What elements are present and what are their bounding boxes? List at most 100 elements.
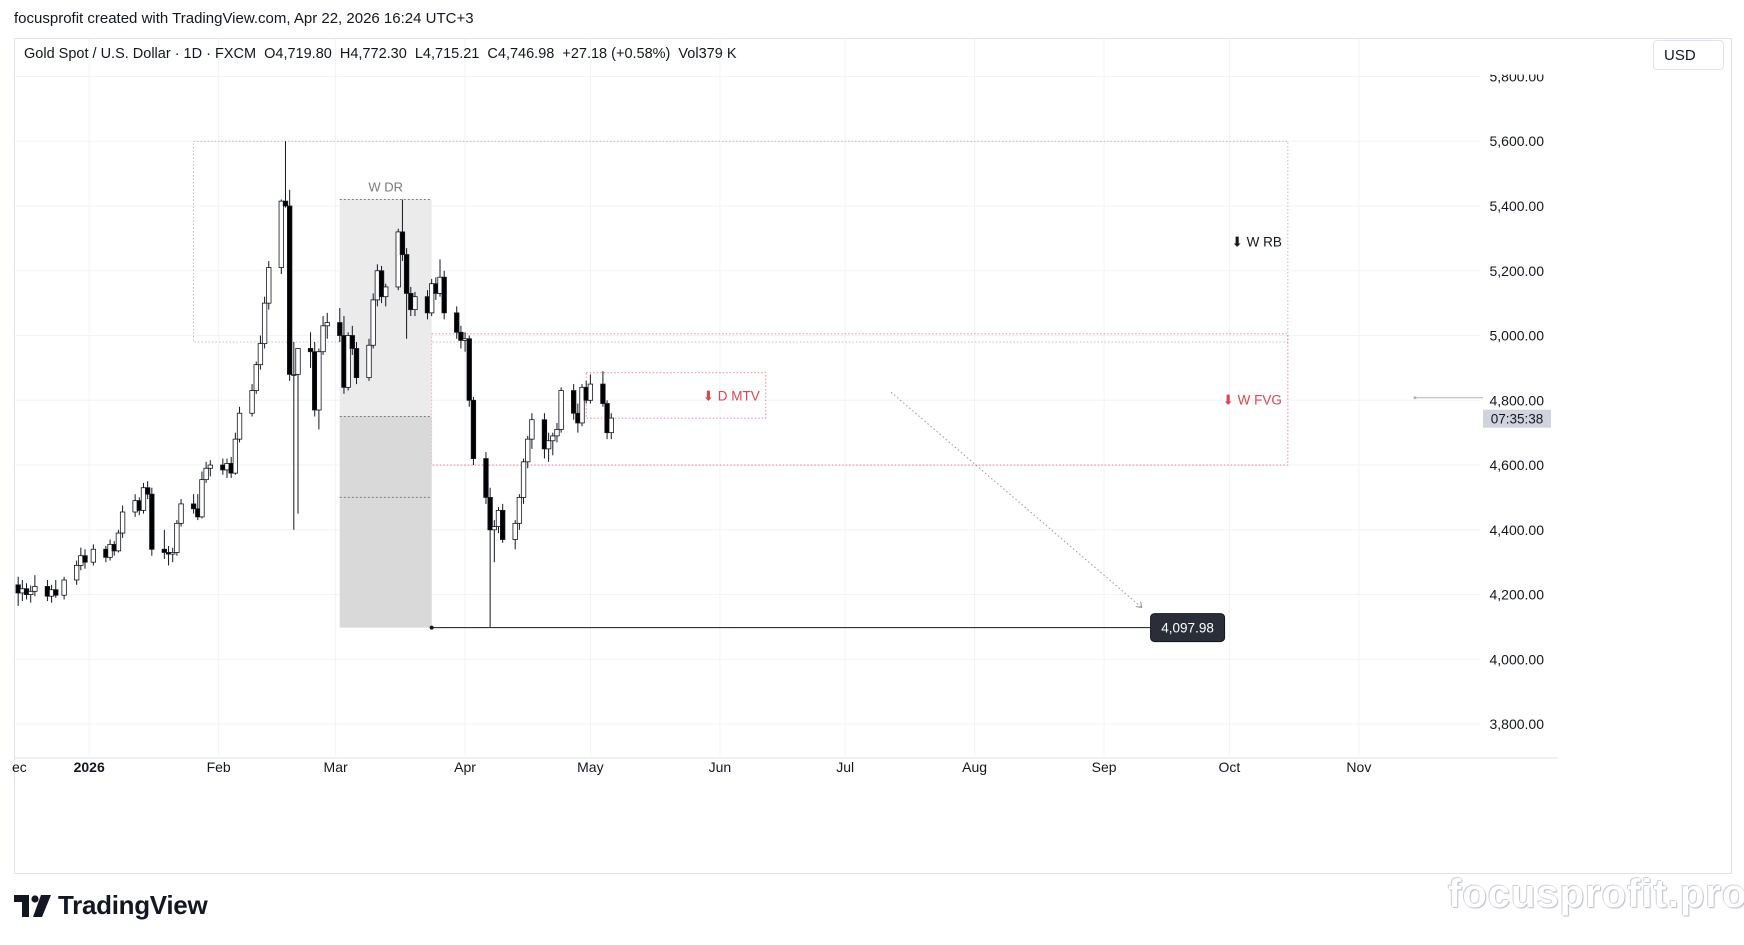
candle-up xyxy=(395,231,401,288)
candle-up xyxy=(178,503,184,524)
candle-down xyxy=(470,399,477,459)
candle-down xyxy=(287,205,293,375)
candle-up xyxy=(412,296,418,311)
x-tick-label: Nov xyxy=(1346,759,1371,775)
candle-up xyxy=(491,526,497,531)
candle-down xyxy=(600,383,606,404)
candle-up xyxy=(140,487,147,511)
legend-volume: Vol379 K xyxy=(678,46,737,62)
legend-low: L4,715.21 xyxy=(414,46,480,62)
candle-up xyxy=(249,390,255,414)
x-tick-label: Feb xyxy=(207,759,231,775)
candle-down xyxy=(282,200,289,207)
legend-open: O4,719.80 xyxy=(264,46,332,62)
candle-up xyxy=(261,302,268,345)
candle-up xyxy=(73,565,80,581)
chart-caption: focusprofit created with TradingView.com… xyxy=(14,10,474,27)
candle-up xyxy=(587,383,594,401)
symbol-legend[interactable]: Gold Spot / U.S. Dollar · 1D · FXCM O4,7… xyxy=(24,46,741,62)
candle-up xyxy=(545,440,552,450)
x-axis: ec 2026 Feb Mar Apr May Jun Jul Aug Sep Oct Nov xyxy=(12,759,1371,775)
projection-arrow-line xyxy=(890,391,1143,608)
candle-up xyxy=(32,586,38,592)
candle-down xyxy=(483,458,489,498)
x-tick-label: Aug xyxy=(962,759,987,775)
x-tick-label: Jul xyxy=(836,759,854,775)
zone-label: ⬇ W RB xyxy=(1232,235,1282,250)
x-tick-label: Sep xyxy=(1092,759,1117,775)
candle-down xyxy=(454,312,460,333)
candle-up xyxy=(429,283,435,314)
candle-up xyxy=(199,479,205,518)
candle-down xyxy=(149,493,155,550)
x-tick-label: May xyxy=(577,759,603,775)
candle-down xyxy=(190,503,197,510)
candle-up xyxy=(324,322,330,327)
candle-down xyxy=(571,390,577,414)
candle-up xyxy=(520,461,527,498)
candle-down xyxy=(353,348,360,379)
candle-down xyxy=(349,335,355,349)
symbol-name[interactable]: Gold Spot / U.S. Dollar · 1D · FXCM xyxy=(24,46,257,62)
y-tick-label: 4,600.00 xyxy=(1490,457,1545,473)
y-tick-label: 4,400.00 xyxy=(1490,522,1545,538)
candle-up xyxy=(119,511,126,534)
y-axis: 3,800.00 4,000.00 4,200.00 4,400.00 4,600.00… xyxy=(1490,133,1545,732)
zone-label-wdr: W DR xyxy=(368,180,403,195)
tradingview-logo-icon xyxy=(14,894,51,917)
candle-up xyxy=(345,335,351,388)
candle-up xyxy=(558,390,564,430)
candle-down xyxy=(337,322,343,336)
brand-name: TradingView xyxy=(58,890,208,920)
candle-up xyxy=(174,522,180,553)
zone-box xyxy=(431,333,1289,466)
chart-frame xyxy=(14,38,1732,874)
candle-up xyxy=(203,467,209,481)
candle-up xyxy=(512,522,518,540)
candle-up xyxy=(579,386,585,424)
x-tick-label: Mar xyxy=(324,759,348,775)
zone-label: ⬇ W FVG xyxy=(1223,392,1282,407)
candle-up xyxy=(554,429,560,437)
legend-close: C4,746.98 xyxy=(487,46,555,62)
candle-up xyxy=(232,438,239,474)
candle-down xyxy=(145,487,151,495)
candle-down xyxy=(378,270,385,298)
tradingview-brand[interactable]: TradingView xyxy=(14,890,208,921)
candle-down xyxy=(399,231,406,255)
current-price-dot xyxy=(1413,396,1417,400)
candle-up xyxy=(253,364,259,391)
candle-up xyxy=(115,532,122,552)
y-axis-top: 5,800.00 xyxy=(1490,74,1544,84)
candle-down xyxy=(307,348,314,353)
x-tick-label: Jun xyxy=(709,759,732,775)
level-tag-text: 4,097.98 xyxy=(1161,621,1214,636)
candle-up xyxy=(320,325,326,353)
candle-down xyxy=(403,254,410,294)
candle-down xyxy=(487,497,493,531)
candle-up xyxy=(266,267,272,304)
candle-up xyxy=(257,343,264,366)
level-tag-bg xyxy=(1150,613,1226,643)
y-tick-label: 5,400.00 xyxy=(1490,198,1545,214)
level-line-anchor xyxy=(429,625,434,630)
grid-lines xyxy=(14,39,1480,755)
currency-button[interactable]: USD xyxy=(1653,40,1724,70)
legend-high: H4,772.30 xyxy=(339,46,407,62)
zone-label: ⬇ D MTV xyxy=(703,388,760,403)
plot-area: ⬇ W RB ⬇ W FVG ⬇ D MTV W DR 4,097.98 xyxy=(15,140,1289,643)
candle-down xyxy=(82,555,88,563)
candle-up xyxy=(28,590,34,595)
candle-up xyxy=(207,464,213,469)
level-price-tag: 4,097.98 xyxy=(1150,613,1226,643)
candle-up xyxy=(366,344,372,379)
candle-up xyxy=(316,351,322,411)
candle-up xyxy=(295,348,301,375)
x-tick-label: ec xyxy=(12,759,27,775)
candle-down xyxy=(161,548,168,553)
y-tick-label: 5,000.00 xyxy=(1490,328,1545,344)
candle-up xyxy=(278,200,284,268)
candle-down xyxy=(500,509,506,540)
watermark: focusprofit.pro xyxy=(1448,872,1744,916)
